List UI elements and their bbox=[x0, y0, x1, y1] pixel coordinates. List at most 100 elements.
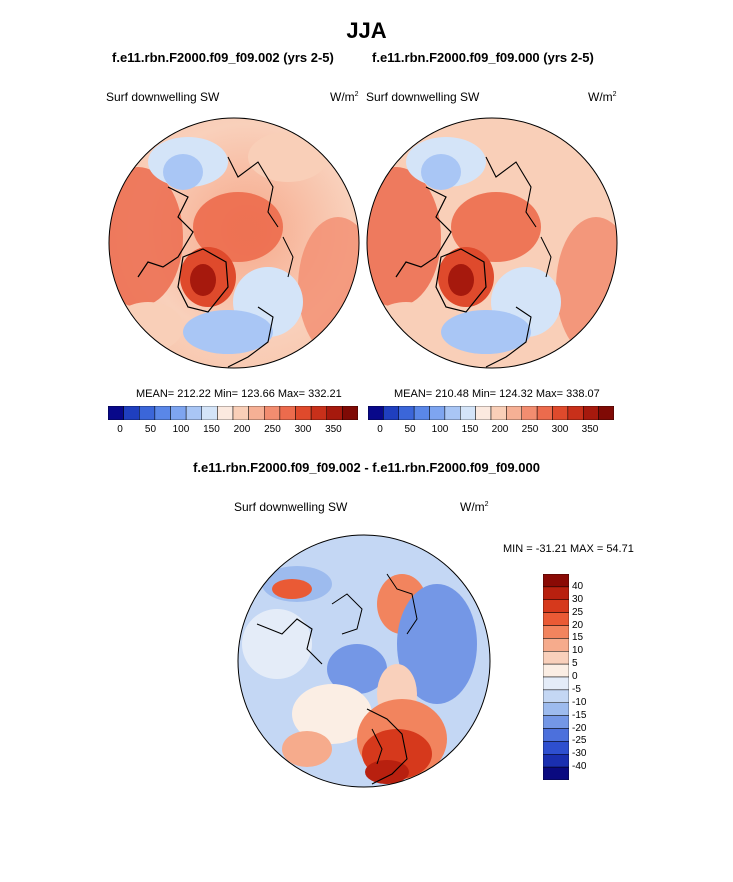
diff-colorbar-tick-label: -10 bbox=[572, 696, 587, 708]
colorbar-tick-label: 250 bbox=[521, 424, 539, 435]
colorbar-tick-label: 50 bbox=[404, 424, 416, 435]
map-left bbox=[108, 117, 360, 369]
diff-colorbar-swatch bbox=[543, 574, 569, 588]
colorbar-swatch bbox=[567, 406, 584, 420]
colorbar-tick-label: 100 bbox=[172, 424, 190, 435]
diff-colorbar-tick-label: -30 bbox=[572, 748, 587, 760]
diff-colorbar-tick-label: -5 bbox=[572, 683, 581, 695]
colorbar-swatch bbox=[598, 406, 614, 420]
colorbar-swatch bbox=[342, 406, 358, 420]
diff-colorbar-swatch bbox=[543, 702, 569, 716]
colorbar-swatch bbox=[490, 406, 507, 420]
colorbar-tick-label: 150 bbox=[461, 424, 479, 435]
colorbar-swatch bbox=[429, 406, 446, 420]
diff-colorbar-tick-label: -20 bbox=[572, 722, 587, 734]
colorbar-right-ticks: 0 50 100 150 200 250 300 350 bbox=[368, 424, 614, 438]
colorbar-tick-label: 300 bbox=[551, 424, 569, 435]
colorbar-swatch bbox=[368, 406, 384, 420]
colorbar-swatch bbox=[536, 406, 553, 420]
colorbar-swatch bbox=[552, 406, 569, 420]
colorbar-tick-label: 250 bbox=[264, 424, 281, 435]
panel-left-stats: MEAN= 212.22 Min= 123.66 Max= 332.21 bbox=[136, 388, 342, 400]
colorbar-swatch bbox=[444, 406, 461, 420]
colorbar-tick-label: 150 bbox=[203, 424, 220, 435]
diff-colorbar-tick-label: -15 bbox=[572, 709, 587, 721]
diff-colorbar-swatch bbox=[543, 651, 569, 665]
colorbar-swatch bbox=[217, 406, 234, 420]
colorbar-swatch bbox=[232, 406, 249, 420]
colorbar-swatch bbox=[460, 406, 476, 420]
panel-left-title: f.e11.rbn.F2000.f09_f09.002 (yrs 2-5) bbox=[112, 50, 334, 65]
diff-colorbar-swatch bbox=[543, 599, 569, 613]
diff-colorbar-swatch bbox=[543, 586, 569, 600]
colorbar-tick-label: 100 bbox=[431, 424, 449, 435]
diff-colorbar bbox=[543, 574, 569, 780]
colorbar-swatch bbox=[139, 406, 156, 420]
diff-colorbar-swatch bbox=[543, 754, 569, 768]
diff-colorbar-tick-label: 25 bbox=[572, 606, 584, 618]
colorbar-tick-label: 350 bbox=[581, 424, 599, 435]
diff-colorbar-swatch bbox=[543, 625, 569, 639]
colorbar-swatch bbox=[506, 406, 522, 420]
diff-colorbar-swatch bbox=[543, 715, 569, 729]
panel-right-title: f.e11.rbn.F2000.f09_f09.000 (yrs 2-5) bbox=[372, 50, 594, 65]
diff-colorbar-swatch bbox=[543, 612, 569, 626]
colorbar-swatch bbox=[264, 406, 281, 420]
diff-colorbar-swatch bbox=[543, 663, 569, 678]
colorbar-swatch bbox=[326, 406, 343, 420]
colorbar-swatch bbox=[521, 406, 538, 420]
diff-colorbar-swatch bbox=[543, 766, 569, 780]
panel-right-stats: MEAN= 210.48 Min= 124.32 Max= 338.07 bbox=[394, 388, 600, 400]
map-diff bbox=[237, 534, 491, 788]
colorbar-swatch bbox=[185, 406, 202, 420]
diff-colorbar-swatch bbox=[543, 741, 569, 755]
colorbar-tick-label: 300 bbox=[294, 424, 312, 435]
diff-colorbar-tick-label: -25 bbox=[572, 735, 587, 747]
diff-colorbar-swatch bbox=[543, 638, 569, 652]
colorbar-swatch bbox=[398, 406, 415, 420]
colorbar-left-ticks: 0 50 100 150 200 250 300 350 bbox=[108, 424, 358, 438]
colorbar-swatch bbox=[583, 406, 599, 420]
diff-colorbar-tick-label: 30 bbox=[572, 593, 584, 605]
panel-right-units: W/m2 bbox=[588, 90, 617, 104]
colorbar-swatch bbox=[383, 406, 399, 420]
diff-colorbar-tick-label: 10 bbox=[572, 645, 584, 657]
panel-left-units: W/m2 bbox=[330, 90, 359, 104]
colorbar-swatch bbox=[279, 406, 296, 420]
panel-right-variable: Surf downwelling SW bbox=[366, 90, 480, 104]
colorbar-tick-label: 200 bbox=[233, 424, 251, 435]
colorbar-swatch bbox=[295, 406, 312, 420]
diff-colorbar-swatch bbox=[543, 728, 569, 742]
diff-colorbar-ticks: 40 30 25 20 15 10 5 0 -5 -10 -15 -20 -25 -30 -40 bbox=[572, 574, 612, 780]
colorbar-tick-label: 350 bbox=[325, 424, 342, 435]
colorbar-swatch bbox=[413, 406, 430, 420]
colorbar-tick-label: 0 bbox=[377, 424, 383, 435]
colorbar-swatch bbox=[123, 406, 140, 420]
colorbar-tick-label: 0 bbox=[117, 424, 123, 435]
colorbar-swatch bbox=[154, 406, 171, 420]
diff-colorbar-tick-label: 20 bbox=[572, 619, 584, 631]
diff-colorbar-tick-label: 0 bbox=[572, 671, 578, 682]
colorbar-swatch bbox=[108, 406, 124, 420]
colorbar-swatch bbox=[201, 406, 218, 420]
page-title: JJA bbox=[346, 18, 387, 43]
map-right bbox=[366, 117, 618, 369]
diff-variable: Surf downwelling SW bbox=[234, 500, 348, 514]
panel-left-variable: Surf downwelling SW bbox=[106, 90, 220, 104]
colorbar-right bbox=[368, 406, 614, 420]
diff-minmax: MIN = -31.21 MAX = 54.71 bbox=[503, 543, 634, 555]
diff-colorbar-swatch bbox=[543, 689, 569, 703]
colorbar-tick-label: 50 bbox=[144, 424, 157, 435]
colorbar-swatch bbox=[475, 406, 492, 420]
colorbar-swatch bbox=[310, 406, 327, 420]
diff-colorbar-tick-label: -40 bbox=[572, 761, 587, 773]
diff-colorbar-tick-label: 15 bbox=[572, 632, 584, 644]
diff-units: W/m2 bbox=[460, 500, 489, 514]
colorbar-swatch bbox=[170, 406, 187, 420]
colorbar-tick-label: 200 bbox=[491, 424, 509, 435]
diff-colorbar-swatch bbox=[543, 676, 569, 691]
diff-title: f.e11.rbn.F2000.f09_f09.002 - f.e11.rbn.… bbox=[193, 460, 540, 475]
colorbar-left bbox=[108, 406, 358, 420]
diff-colorbar-tick-label: 40 bbox=[572, 580, 584, 592]
diff-colorbar-tick-label: 5 bbox=[572, 658, 578, 670]
